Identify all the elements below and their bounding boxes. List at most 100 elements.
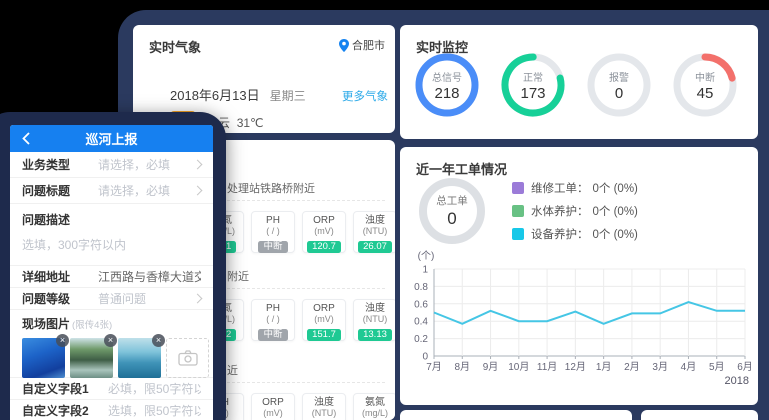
sensor-card-氨氮: 氨氮 (mg/L) 2.47 (353, 393, 395, 420)
weather-date-row: 2018年6月13日 星期三 更多气象 (170, 85, 388, 104)
photo-lake-walkway[interactable]: × (118, 334, 165, 378)
sensor-unit: (mV) (314, 314, 334, 324)
city-label: 合肥市 (352, 40, 385, 52)
legend-swatch-icon (512, 205, 524, 217)
legend-item: 维修工单： 0个 (0%) (512, 180, 638, 196)
location-pin-icon (339, 38, 349, 52)
sensor-name: PH (266, 215, 280, 226)
workorders-legend: 维修工单： 0个 (0%) 水体养护： 0个 (0%) 设备养护： 0个 (0%… (512, 180, 638, 242)
svg-text:4月: 4月 (681, 361, 697, 373)
gauge-value: 0 (614, 84, 624, 102)
sensor-name: ORP (262, 397, 284, 408)
gauge-报警: 报警 0 (576, 51, 662, 137)
svg-text:0.4: 0.4 (414, 317, 428, 328)
svg-text:1月: 1月 (596, 361, 612, 373)
gauge-value: 45 (696, 84, 714, 102)
add-photo-button[interactable] (166, 338, 209, 378)
field-problem-description[interactable]: 问题描述 选填，300字符以内 (10, 204, 213, 266)
page-title: 巡河上报 (85, 132, 138, 147)
delete-photo-icon[interactable]: × (104, 334, 117, 347)
monitor-rings: 总信号 218 正常 173 报警 0 中断 45 (404, 51, 758, 137)
sensor-value-badge: 26.07 (358, 241, 392, 253)
sensor-unit: ( / ) (266, 314, 280, 324)
sensor-unit: (NTU) (362, 314, 388, 324)
more-weather-link[interactable]: 更多气象 (342, 91, 388, 103)
gauge-label: 报警 (609, 72, 629, 84)
photo-river-rail[interactable]: × (22, 334, 69, 378)
sensor-value-badge: 120.7 (307, 241, 341, 253)
svg-text:7月: 7月 (426, 361, 442, 373)
gauge-value: 173 (520, 84, 546, 102)
svg-text:0: 0 (422, 352, 428, 363)
field-custom-2[interactable]: 自定义字段2 选填，限50字符以内 (10, 400, 213, 420)
legend-swatch-icon (512, 228, 524, 240)
sensor-unit: ( / ) (266, 226, 280, 236)
sensor-name: ORP (313, 215, 335, 226)
city-selector[interactable]: 合肥市 (339, 37, 385, 53)
donut-label: 总工单 (436, 195, 468, 207)
bottom-card-left (400, 410, 632, 420)
field-site-photos: 现场图片 (限传4张) × × × (10, 310, 213, 378)
delete-photo-icon[interactable]: × (152, 334, 165, 347)
sensor-name: 氨氮 (365, 397, 385, 408)
sensor-row: PH ( / ) 中断 ORP (mV) 91.44 浊度 (NTU) 13.8… (200, 393, 395, 420)
svg-text:9月: 9月 (483, 361, 499, 373)
svg-text:0.6: 0.6 (414, 299, 428, 310)
sensor-card-浊度: 浊度 (NTU) 13.86 (302, 393, 346, 420)
svg-text:11月: 11月 (537, 361, 557, 373)
sensor-card-ORP: ORP (mV) 151.7 (302, 299, 346, 341)
orders-line-chart: 0 0.2 0.4 0.6 0.8 1 7月 8月 9月 10月 11月 12月 1月 2月 3月 4月 5月 6… (414, 250, 753, 387)
weather-title: 实时气象 (149, 40, 202, 55)
sensor-value-badge: 151.7 (307, 329, 341, 341)
legend-item: 设备养护： 0个 (0%) (512, 226, 638, 242)
field-problem-level[interactable]: 问题等级 普通问题 (10, 288, 213, 310)
sensor-name: 浊度 (365, 303, 385, 314)
sensor-card-浊度: 浊度 (NTU) 13.13 (353, 299, 395, 341)
sensor-value-badge: 中断 (258, 241, 288, 253)
chevron-right-icon (192, 159, 203, 170)
gauge-ring-icon (587, 53, 651, 117)
svg-text:2月: 2月 (624, 361, 640, 373)
sensor-value-badge: 13.13 (358, 329, 392, 341)
weather-date: 2018年6月13日 (170, 88, 260, 103)
gauge-ring-icon (673, 53, 737, 117)
delete-photo-icon[interactable]: × (56, 334, 69, 347)
weather-weekday: 星期三 (269, 89, 306, 103)
phone-screen: 巡河上报 业务类型 请选择，必填 问题标题 请选择，必填 问题描述 选填，300… (10, 125, 213, 420)
workorders-title: 近一年工单情况 (416, 162, 508, 177)
field-problem-title[interactable]: 问题标题 请选择，必填 (10, 178, 213, 204)
sensor-unit: (NTU) (362, 226, 388, 236)
svg-text:5月: 5月 (709, 361, 725, 373)
legend-amount: 0个 (0%) (592, 206, 638, 218)
back-icon[interactable] (19, 131, 34, 146)
gauge-ring-icon (501, 53, 565, 117)
sensor-unit: (mV) (314, 226, 334, 236)
sensor-name: ORP (313, 303, 335, 314)
svg-text:3月: 3月 (652, 361, 668, 373)
gauge-label: 中断 (695, 72, 715, 84)
sensor-name: 浊度 (314, 397, 334, 408)
workorders-card: 近一年工单情况 总工单 0 维修工单： 0个 (0%) 水体养护： 0个 (0%… (400, 147, 758, 405)
field-custom-1[interactable]: 自定义字段1 必填，限50字符以内 (10, 378, 213, 400)
sensor-card-PH: PH ( / ) 中断 (251, 299, 295, 341)
sensor-card-PH: PH ( / ) 中断 (251, 211, 295, 253)
legend-label: 设备养护： (531, 229, 589, 241)
chevron-right-icon (192, 185, 203, 196)
legend-swatch-icon (512, 182, 524, 194)
svg-text:2018: 2018 (725, 375, 749, 387)
gauge-ring-icon (415, 53, 479, 117)
field-address[interactable]: 详细地址 江西路与香樟大道交口 (10, 266, 213, 288)
sensor-card-浊度: 浊度 (NTU) 26.07 (353, 211, 395, 253)
sensor-card-ORP: ORP (mV) 120.7 (302, 211, 346, 253)
station-name: 附近 (227, 268, 385, 289)
field-business-type[interactable]: 业务类型 请选择，必填 (10, 152, 213, 178)
legend-label: 水体养护： (531, 206, 589, 218)
photo-tree-reflection[interactable]: × (70, 334, 117, 378)
chevron-right-icon (192, 293, 203, 304)
svg-text:(个): (个) (418, 250, 435, 262)
svg-text:0.2: 0.2 (414, 334, 428, 345)
sensor-value-badge: 中断 (258, 329, 288, 341)
gauge-label: 正常 (523, 72, 543, 84)
svg-text:12月: 12月 (565, 361, 586, 373)
